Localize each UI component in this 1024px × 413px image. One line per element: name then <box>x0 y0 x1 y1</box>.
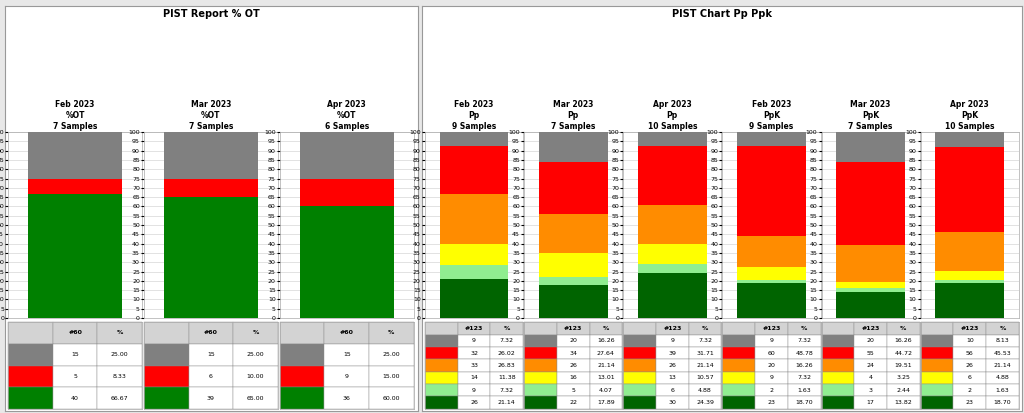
Bar <box>837 292 905 318</box>
Bar <box>539 162 607 214</box>
Bar <box>837 162 905 245</box>
Title: Apr 2023
Pp
10 Samples: Apr 2023 Pp 10 Samples <box>647 100 697 131</box>
Bar <box>737 236 806 267</box>
Bar <box>300 206 393 318</box>
Bar <box>539 253 607 277</box>
Title: Mar 2023
PpK
7 Samples: Mar 2023 PpK 7 Samples <box>849 100 893 131</box>
Bar <box>837 288 905 292</box>
Bar <box>638 205 707 244</box>
Title: Mar 2023
%OT
7 Samples: Mar 2023 %OT 7 Samples <box>188 100 233 131</box>
Bar <box>936 283 1005 318</box>
Bar <box>936 280 1005 283</box>
Bar <box>638 244 707 263</box>
Title: Feb 2023
%OT
7 Samples: Feb 2023 %OT 7 Samples <box>53 100 97 131</box>
Bar <box>737 280 806 283</box>
Bar <box>737 132 806 146</box>
Bar <box>936 147 1005 232</box>
Bar <box>539 214 607 253</box>
Bar <box>936 271 1005 280</box>
Bar <box>439 194 508 244</box>
Title: Apr 2023
PpK
10 Samples: Apr 2023 PpK 10 Samples <box>945 100 994 131</box>
Bar <box>737 283 806 318</box>
Bar <box>837 282 905 288</box>
Bar <box>737 267 806 280</box>
Bar <box>439 244 508 265</box>
Bar <box>29 132 122 178</box>
Bar <box>29 194 122 318</box>
Text: PIST Chart Pp Ppk: PIST Chart Pp Ppk <box>672 9 772 19</box>
Bar <box>29 178 122 194</box>
Bar <box>439 265 508 279</box>
Bar <box>539 277 607 285</box>
Bar <box>837 132 905 162</box>
Title: Feb 2023
PpK
9 Samples: Feb 2023 PpK 9 Samples <box>750 100 794 131</box>
Bar <box>539 285 607 318</box>
Bar <box>164 178 258 197</box>
Bar <box>539 132 607 162</box>
Text: PIST Report % OT: PIST Report % OT <box>163 9 260 19</box>
Bar <box>439 146 508 194</box>
Bar <box>439 132 508 146</box>
Bar <box>164 197 258 318</box>
Bar <box>300 132 393 178</box>
Bar <box>936 132 1005 147</box>
Title: Feb 2023
Pp
9 Samples: Feb 2023 Pp 9 Samples <box>452 100 497 131</box>
Bar <box>737 146 806 236</box>
Bar <box>936 232 1005 271</box>
Bar <box>837 245 905 282</box>
Bar <box>638 146 707 205</box>
Bar <box>164 132 258 178</box>
Bar <box>300 178 393 206</box>
Title: Apr 2023
%OT
6 Samples: Apr 2023 %OT 6 Samples <box>325 100 369 131</box>
Bar <box>638 263 707 273</box>
Title: Mar 2023
Pp
7 Samples: Mar 2023 Pp 7 Samples <box>551 100 595 131</box>
Bar <box>638 132 707 146</box>
Bar <box>638 273 707 318</box>
Bar <box>439 279 508 318</box>
